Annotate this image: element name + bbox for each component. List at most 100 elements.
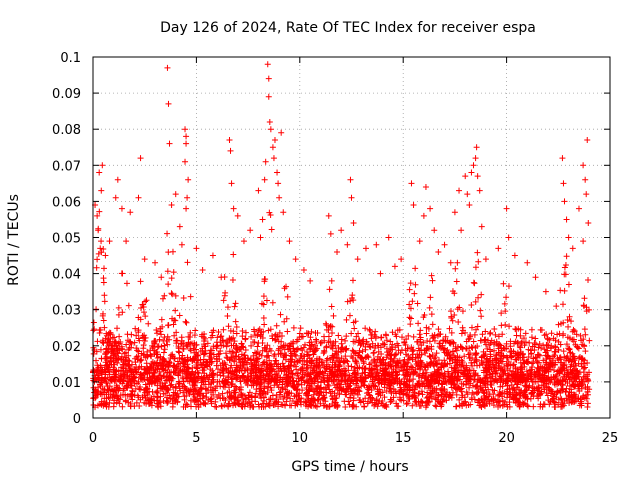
data-point: [168, 275, 175, 282]
data-point: [535, 344, 542, 351]
data-point: [561, 264, 568, 271]
data-point: [351, 349, 358, 356]
data-point: [556, 330, 563, 337]
data-point: [118, 205, 125, 212]
data-point: [154, 400, 161, 407]
data-point: [173, 392, 180, 399]
data-point: [583, 191, 590, 198]
data-point: [355, 330, 362, 337]
data-point: [307, 370, 314, 377]
data-point: [183, 366, 190, 373]
data-point: [364, 390, 371, 397]
data-point: [160, 349, 167, 356]
data-point: [450, 381, 457, 388]
data-point: [351, 338, 358, 345]
data-point: [156, 336, 163, 343]
data-point: [433, 350, 440, 357]
data-point: [140, 351, 147, 358]
data-point: [137, 155, 144, 162]
data-point: [244, 400, 251, 407]
data-point: [499, 383, 506, 390]
data-point: [422, 404, 429, 411]
data-point: [498, 310, 505, 317]
data-point: [428, 390, 435, 397]
data-point: [343, 391, 350, 398]
data-point: [239, 333, 246, 340]
data-point: [381, 367, 388, 374]
data-point: [565, 392, 572, 399]
data-point: [262, 158, 269, 165]
data-point: [428, 372, 435, 379]
y-tick-label: 0.07: [52, 159, 81, 174]
data-point: [137, 316, 144, 323]
data-point: [453, 347, 460, 354]
data-point: [374, 366, 381, 373]
data-point: [256, 326, 263, 333]
data-point: [416, 338, 423, 345]
data-point: [299, 387, 306, 394]
data-point: [218, 274, 225, 281]
data-point: [236, 367, 243, 374]
data-point: [264, 389, 271, 396]
data-point: [516, 402, 523, 409]
data-point: [284, 389, 291, 396]
data-point: [387, 396, 394, 403]
data-point: [442, 347, 449, 354]
data-point: [136, 385, 143, 392]
data-point: [378, 380, 385, 387]
data-point: [130, 375, 137, 382]
data-point: [543, 389, 550, 396]
data-point: [349, 292, 356, 299]
data-point: [262, 403, 269, 410]
data-point: [282, 352, 289, 359]
data-point: [470, 279, 477, 286]
data-point: [551, 391, 558, 398]
data-point: [173, 340, 180, 347]
data-point: [575, 395, 582, 402]
data-point: [137, 371, 144, 378]
data-point: [500, 353, 507, 360]
data-point: [157, 398, 164, 405]
data-point: [316, 359, 323, 366]
data-point: [388, 370, 395, 377]
data-point: [200, 400, 207, 407]
data-point: [230, 205, 237, 212]
data-point: [350, 297, 357, 304]
data-point: [157, 380, 164, 387]
data-point: [115, 340, 122, 347]
data-point: [285, 346, 292, 353]
data-point: [265, 327, 272, 334]
data-point: [480, 361, 487, 368]
data-point: [139, 394, 146, 401]
data-point: [515, 325, 522, 332]
data-point: [115, 311, 122, 318]
data-point: [230, 251, 237, 258]
data-point: [471, 280, 478, 287]
data-point: [580, 238, 587, 245]
data-point: [336, 362, 343, 369]
data-point: [184, 194, 191, 201]
data-point: [98, 238, 105, 245]
data-point: [535, 395, 542, 402]
data-point: [552, 373, 559, 380]
data-point: [90, 319, 97, 326]
data-point: [581, 326, 588, 333]
data-point: [583, 395, 590, 402]
data-point: [520, 400, 527, 407]
data-point: [152, 349, 159, 356]
data-point: [463, 345, 470, 352]
x-axis-label: GPS time / hours: [291, 459, 408, 475]
data-point: [361, 369, 368, 376]
data-point: [95, 250, 102, 257]
data-point: [221, 402, 228, 409]
data-point: [456, 354, 463, 361]
data-point: [459, 308, 466, 315]
data-point: [528, 326, 535, 333]
data-point: [501, 389, 508, 396]
data-point: [255, 327, 262, 334]
data-point: [128, 366, 135, 373]
data-point: [172, 307, 179, 314]
data-point: [164, 370, 171, 377]
data-point: [418, 359, 425, 366]
data-point: [166, 359, 173, 366]
